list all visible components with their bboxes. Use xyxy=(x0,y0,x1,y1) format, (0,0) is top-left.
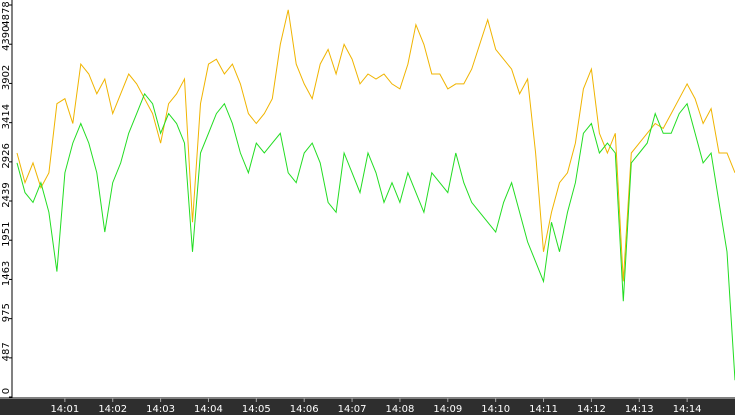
x-tick-label: 14:01 xyxy=(50,404,79,415)
series-line xyxy=(16,9,735,282)
y-tick-label: 4390 xyxy=(1,25,12,50)
x-tick-label: 14:10 xyxy=(481,404,510,415)
x-tick-label: 14:08 xyxy=(386,404,415,415)
x-tick-label: 14:03 xyxy=(146,404,175,415)
x-tick-label: 14:11 xyxy=(529,404,558,415)
y-tick-label: 4878 xyxy=(1,1,12,26)
y-tick-label: 0 xyxy=(1,388,12,394)
y-tick-label: 1463 xyxy=(1,261,12,286)
y-tick-label: 3414 xyxy=(1,104,12,129)
y-tick-label: 487 xyxy=(1,342,12,361)
x-tick-label: 14:07 xyxy=(338,404,367,415)
x-tick-label: 14:06 xyxy=(290,404,319,415)
series-line xyxy=(16,92,735,381)
x-tick-label: 14:02 xyxy=(98,404,127,415)
x-tick-label: 14:05 xyxy=(242,404,271,415)
y-tick-label: 975 xyxy=(1,303,12,322)
x-tick-label: 14:04 xyxy=(194,404,223,415)
x-axis-band xyxy=(0,399,735,415)
x-tick-label: 14:14 xyxy=(673,404,702,415)
y-tick-label: 3902 xyxy=(1,65,12,90)
y-tick-label: 2926 xyxy=(1,143,12,168)
y-tick-label: 1951 xyxy=(1,221,12,246)
y-tick-label: 2439 xyxy=(1,182,12,207)
x-tick-label: 14:13 xyxy=(625,404,654,415)
x-tick-label: 14:12 xyxy=(577,404,606,415)
x-tick-label: 14:09 xyxy=(433,404,462,415)
